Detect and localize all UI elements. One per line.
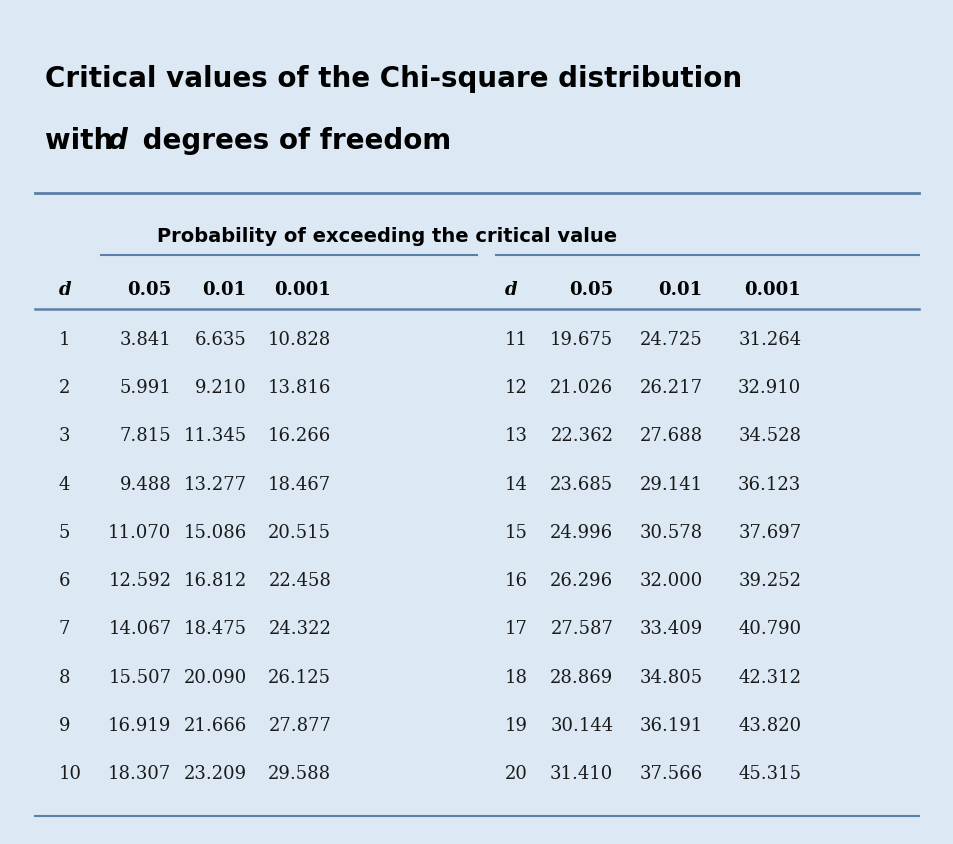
Text: 24.725: 24.725 (639, 331, 702, 349)
Text: 10.828: 10.828 (268, 331, 331, 349)
Text: 33.409: 33.409 (639, 619, 702, 637)
Text: 14.067: 14.067 (109, 619, 172, 637)
Text: 23.209: 23.209 (183, 764, 247, 782)
Text: 7: 7 (58, 619, 70, 637)
Text: 36.123: 36.123 (738, 475, 801, 493)
Text: 11.070: 11.070 (108, 523, 172, 541)
Text: 0.01: 0.01 (658, 281, 702, 299)
Text: d: d (505, 281, 517, 299)
Text: 18: 18 (505, 668, 528, 685)
Text: 5.991: 5.991 (119, 379, 172, 397)
Text: d: d (109, 127, 129, 155)
Text: 15.507: 15.507 (109, 668, 172, 685)
Text: 2: 2 (58, 379, 70, 397)
Text: 27.587: 27.587 (550, 619, 613, 637)
Text: 29.141: 29.141 (639, 475, 702, 493)
Text: 20.515: 20.515 (268, 523, 331, 541)
Text: 27.688: 27.688 (639, 427, 702, 445)
Text: 13.816: 13.816 (268, 379, 331, 397)
Text: 37.566: 37.566 (639, 764, 702, 782)
Text: 43.820: 43.820 (738, 716, 801, 733)
Text: 14: 14 (505, 475, 528, 493)
Text: 18.307: 18.307 (108, 764, 172, 782)
Text: 16.266: 16.266 (268, 427, 331, 445)
Text: 21.666: 21.666 (183, 716, 247, 733)
Text: 20: 20 (505, 764, 528, 782)
Text: 3.841: 3.841 (119, 331, 172, 349)
Text: 22.362: 22.362 (550, 427, 613, 445)
Text: 19.675: 19.675 (550, 331, 613, 349)
Text: 4: 4 (58, 475, 70, 493)
Text: 16.812: 16.812 (183, 571, 247, 589)
Text: 24.322: 24.322 (268, 619, 331, 637)
Text: 0.05: 0.05 (127, 281, 172, 299)
Text: 8: 8 (58, 668, 71, 685)
Text: 16: 16 (505, 571, 528, 589)
Text: d: d (58, 281, 71, 299)
Text: 26.296: 26.296 (550, 571, 613, 589)
Text: 6: 6 (58, 571, 71, 589)
Text: 9: 9 (58, 716, 71, 733)
Text: 34.805: 34.805 (639, 668, 702, 685)
Text: 37.697: 37.697 (738, 523, 801, 541)
Text: 10: 10 (58, 764, 82, 782)
Text: 24.996: 24.996 (550, 523, 613, 541)
Text: 30.144: 30.144 (550, 716, 613, 733)
Text: with: with (45, 127, 122, 155)
Text: 13: 13 (505, 427, 528, 445)
Text: 17: 17 (505, 619, 528, 637)
Text: 28.869: 28.869 (550, 668, 613, 685)
Text: 26.217: 26.217 (639, 379, 702, 397)
Text: 32.000: 32.000 (639, 571, 702, 589)
Text: 0.001: 0.001 (274, 281, 331, 299)
Text: 1: 1 (58, 331, 71, 349)
Text: 13.277: 13.277 (184, 475, 247, 493)
Text: 3: 3 (58, 427, 71, 445)
Text: 9.210: 9.210 (194, 379, 247, 397)
Text: 45.315: 45.315 (738, 764, 801, 782)
Text: 39.252: 39.252 (738, 571, 801, 589)
Text: 40.790: 40.790 (738, 619, 801, 637)
Text: 27.877: 27.877 (268, 716, 331, 733)
Text: 15.086: 15.086 (183, 523, 247, 541)
Text: 23.685: 23.685 (550, 475, 613, 493)
Text: 0.05: 0.05 (569, 281, 613, 299)
Text: 5: 5 (58, 523, 70, 541)
Text: 11: 11 (505, 331, 528, 349)
Text: 7.815: 7.815 (120, 427, 172, 445)
Text: 31.410: 31.410 (550, 764, 613, 782)
Text: 20.090: 20.090 (183, 668, 247, 685)
Text: 21.026: 21.026 (550, 379, 613, 397)
Text: 34.528: 34.528 (738, 427, 801, 445)
Text: 42.312: 42.312 (738, 668, 801, 685)
Text: 18.467: 18.467 (268, 475, 331, 493)
Text: 9.488: 9.488 (119, 475, 172, 493)
Text: 12: 12 (505, 379, 528, 397)
Text: 36.191: 36.191 (639, 716, 702, 733)
Text: 18.475: 18.475 (184, 619, 247, 637)
Text: 31.264: 31.264 (738, 331, 801, 349)
Text: 0.001: 0.001 (743, 281, 801, 299)
Text: degrees of freedom: degrees of freedom (132, 127, 451, 155)
Text: 29.588: 29.588 (268, 764, 331, 782)
Text: 6.635: 6.635 (194, 331, 247, 349)
Text: Critical values of the Chi-square distribution: Critical values of the Chi-square distri… (45, 65, 740, 93)
Text: 32.910: 32.910 (738, 379, 801, 397)
Text: Probability of exceeding the critical value: Probability of exceeding the critical va… (157, 227, 617, 246)
Text: 22.458: 22.458 (268, 571, 331, 589)
Text: 0.01: 0.01 (202, 281, 247, 299)
Text: 26.125: 26.125 (268, 668, 331, 685)
Text: 19: 19 (505, 716, 528, 733)
Text: 16.919: 16.919 (108, 716, 172, 733)
Text: 12.592: 12.592 (109, 571, 172, 589)
Text: 11.345: 11.345 (183, 427, 247, 445)
Text: 15: 15 (505, 523, 528, 541)
Text: 30.578: 30.578 (639, 523, 702, 541)
